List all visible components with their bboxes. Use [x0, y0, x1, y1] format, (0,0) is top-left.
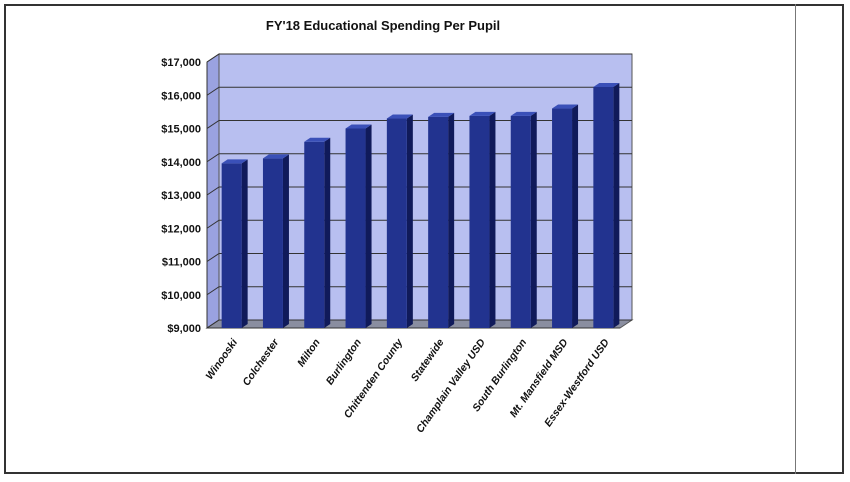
bar-top — [345, 124, 372, 129]
bar-front — [593, 86, 614, 328]
y-tick-label: $9,000 — [167, 323, 201, 335]
bar — [221, 159, 248, 328]
chart-bars — [221, 82, 620, 329]
bar-top — [221, 159, 248, 164]
bar — [304, 137, 331, 328]
y-tick-label: $17,000 — [161, 57, 201, 69]
x-tick-label: Champlain Valley USD — [414, 337, 488, 436]
bar-side — [324, 137, 331, 328]
bar-side — [365, 124, 372, 328]
bar-top — [262, 154, 289, 159]
bar-top — [386, 114, 413, 119]
x-tick-label: Statewide — [409, 337, 447, 384]
y-axis-ticks: $9,000 $10,000 $11,000 $12,000 $13,000 $14,00… — [161, 57, 201, 335]
y-tick-label: $11,000 — [162, 257, 201, 269]
bar — [593, 82, 620, 328]
bar-side — [489, 111, 496, 329]
x-tick-label: Winooski — [204, 336, 241, 382]
bar — [386, 114, 413, 329]
bar-top — [593, 82, 620, 87]
bar — [262, 154, 289, 328]
bar-side — [613, 82, 620, 328]
y-tick-label: $10,000 — [161, 290, 201, 302]
bar — [469, 111, 496, 329]
x-tick-label: Burlington — [324, 337, 364, 387]
bar-front — [428, 116, 449, 328]
y-tick-label: $13,000 — [161, 190, 201, 202]
bar-top — [428, 112, 455, 117]
bar-front — [262, 158, 283, 328]
bar-front — [304, 141, 325, 328]
bar-front — [221, 163, 242, 328]
bar-top — [552, 104, 579, 109]
bar-front — [469, 115, 490, 329]
bar-top — [304, 137, 331, 142]
bar-front — [345, 128, 366, 328]
x-axis-ticks: Winooski Colchester Milton BurlingtonChitte… — [204, 336, 612, 435]
bar-top — [469, 111, 496, 116]
bar — [345, 124, 372, 328]
bar-side — [448, 112, 455, 328]
chart-title: FY'18 Educational Spending Per Pupil — [266, 18, 500, 33]
sheet-divider — [795, 4, 796, 474]
x-tick-label: Colchester — [240, 336, 281, 388]
bar — [510, 111, 537, 329]
gridline — [206, 53, 632, 63]
bar-side — [241, 159, 248, 328]
bar-front — [510, 115, 531, 329]
y-tick-label: $12,000 — [161, 223, 201, 235]
bar — [428, 112, 455, 328]
y-tick-label: $16,000 — [161, 90, 201, 102]
bar-front — [386, 118, 407, 329]
bar — [552, 104, 579, 328]
bar-front — [552, 108, 573, 328]
x-tick-label: Milton — [295, 337, 323, 369]
bar-top — [510, 111, 537, 116]
bar-side — [406, 114, 413, 329]
bar-side — [572, 104, 579, 328]
y-tick-label: $15,000 — [161, 124, 201, 136]
y-tick-label: $14,000 — [161, 157, 201, 169]
gridline — [206, 86, 632, 96]
bar-side — [530, 111, 537, 329]
bar-side — [282, 154, 289, 328]
